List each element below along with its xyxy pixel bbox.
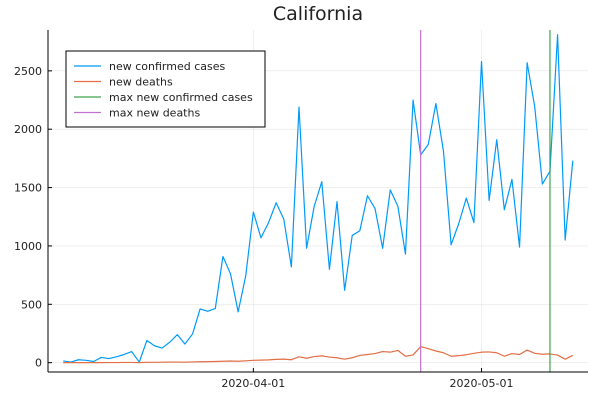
chart-title: California bbox=[273, 3, 363, 25]
x-tick-label: 2020-05-01 bbox=[450, 377, 514, 390]
legend-label-new-confirmed-cases: new confirmed cases bbox=[109, 60, 225, 73]
y-tick-label: 0 bbox=[35, 357, 42, 370]
legend-label-max-new-confirmed-cases: max new confirmed cases bbox=[109, 91, 253, 104]
legend: new confirmed cases new deaths max new con… bbox=[65, 50, 266, 128]
legend-label-max-new-deaths: max new deaths bbox=[109, 107, 200, 120]
axes: 0 500 1000 1500 2000 2500 2020-04-01 2020-05-01 bbox=[14, 30, 588, 390]
x-tick-label: 2020-04-01 bbox=[221, 377, 285, 390]
series-line-new-confirmed-cases bbox=[63, 34, 574, 363]
series-layer bbox=[63, 30, 574, 372]
y-tick-label: 2000 bbox=[14, 123, 42, 136]
series-line-new-deaths bbox=[63, 345, 574, 364]
legend-box bbox=[65, 50, 266, 128]
y-tick-label: 1000 bbox=[14, 240, 42, 253]
y-tick-label: 1500 bbox=[14, 182, 42, 195]
legend-label-new-deaths: new deaths bbox=[109, 76, 173, 89]
y-tick-label: 2500 bbox=[14, 65, 42, 78]
y-tick-label: 500 bbox=[21, 298, 42, 311]
